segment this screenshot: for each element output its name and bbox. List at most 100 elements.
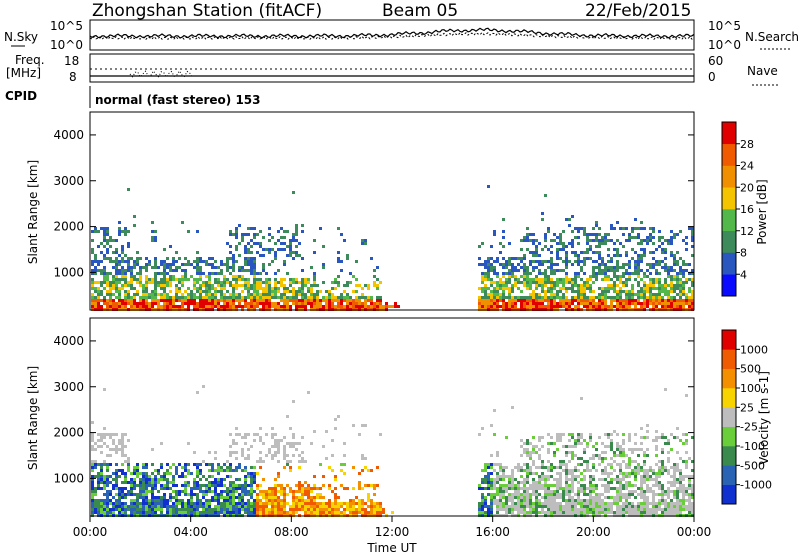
heatmap-cell bbox=[145, 296, 148, 299]
heatmap-cell bbox=[646, 430, 649, 433]
heatmap-cell bbox=[160, 496, 163, 499]
heatmap-cell bbox=[91, 469, 94, 472]
heatmap-cell bbox=[625, 302, 628, 305]
heatmap-cell bbox=[622, 478, 625, 481]
x-tick-label: 16:00 bbox=[475, 525, 510, 539]
heatmap-cell bbox=[658, 230, 661, 233]
heatmap-cell bbox=[571, 251, 574, 254]
heatmap-cell bbox=[535, 490, 538, 493]
heatmap-cell bbox=[688, 305, 691, 308]
heatmap-cell bbox=[640, 442, 643, 445]
heatmap-cell bbox=[520, 299, 523, 302]
heatmap-cell bbox=[322, 496, 325, 499]
heatmap-cell bbox=[553, 284, 556, 287]
heatmap-cell bbox=[145, 511, 148, 514]
heatmap-cell bbox=[295, 505, 298, 508]
heatmap-cell bbox=[559, 257, 562, 260]
heatmap-cell bbox=[235, 230, 238, 233]
heatmap-cell bbox=[253, 275, 256, 278]
heatmap-cell bbox=[676, 233, 679, 236]
heatmap-cell bbox=[592, 499, 595, 502]
heatmap-cell bbox=[622, 305, 625, 308]
heatmap-cell bbox=[490, 499, 493, 502]
heatmap-cell bbox=[295, 230, 298, 233]
heatmap-cell bbox=[628, 484, 631, 487]
heatmap-cell bbox=[598, 496, 601, 499]
heatmap-cell bbox=[658, 460, 661, 463]
heatmap-cell bbox=[154, 475, 157, 478]
heatmap-cell bbox=[595, 493, 598, 496]
heatmap-cell bbox=[142, 290, 145, 293]
heatmap-cell bbox=[649, 290, 652, 293]
heatmap-cell bbox=[538, 439, 541, 442]
heatmap-cell bbox=[202, 505, 205, 508]
heatmap-cell bbox=[121, 442, 124, 445]
heatmap-cell bbox=[277, 230, 280, 233]
heatmap-cell bbox=[628, 299, 631, 302]
heatmap-cell bbox=[211, 257, 214, 260]
heatmap-cell bbox=[517, 469, 520, 472]
heatmap-cell bbox=[589, 475, 592, 478]
heatmap-cell bbox=[559, 236, 562, 239]
heatmap-cell bbox=[379, 302, 382, 305]
heatmap-cell bbox=[94, 475, 97, 478]
heatmap-cell bbox=[616, 487, 619, 490]
heatmap-cell bbox=[142, 478, 145, 481]
heatmap-cell bbox=[646, 242, 649, 245]
heatmap-cell bbox=[574, 439, 577, 442]
heatmap-cell bbox=[478, 305, 481, 308]
heatmap-cell bbox=[637, 469, 640, 472]
heatmap-cell bbox=[199, 266, 202, 269]
heatmap-cell bbox=[499, 284, 502, 287]
heatmap-cell bbox=[574, 236, 577, 239]
heatmap-cell bbox=[613, 487, 616, 490]
heatmap-cell bbox=[523, 278, 526, 281]
heatmap-cell bbox=[142, 481, 145, 484]
heatmap-cell bbox=[91, 484, 94, 487]
heatmap-cell bbox=[214, 478, 217, 481]
heatmap-cell bbox=[514, 505, 517, 508]
heatmap-cell bbox=[346, 299, 349, 302]
heatmap-cell bbox=[334, 496, 337, 499]
heatmap-cell bbox=[355, 296, 358, 299]
heatmap-cell bbox=[280, 299, 283, 302]
heatmap-cell bbox=[244, 281, 247, 284]
heatmap-cell bbox=[214, 457, 217, 460]
heatmap-cell bbox=[373, 511, 376, 514]
heatmap-cell bbox=[115, 260, 118, 263]
heatmap-cell bbox=[184, 511, 187, 514]
heatmap-cell bbox=[496, 475, 499, 478]
heatmap-cell bbox=[175, 511, 178, 514]
heatmap-cell bbox=[217, 484, 220, 487]
heatmap-cell bbox=[643, 460, 646, 463]
heatmap-cell bbox=[229, 251, 232, 254]
heatmap-cell bbox=[664, 511, 667, 514]
heatmap-cell bbox=[505, 287, 508, 290]
heatmap-cell bbox=[502, 245, 505, 248]
heatmap-cell bbox=[598, 293, 601, 296]
heatmap-cell bbox=[616, 475, 619, 478]
heatmap-cell bbox=[133, 305, 136, 308]
heatmap-cell bbox=[586, 511, 589, 514]
heatmap-cell bbox=[604, 508, 607, 511]
heatmap-cell bbox=[139, 493, 142, 496]
heatmap-cell bbox=[628, 493, 631, 496]
heatmap-cell bbox=[544, 245, 547, 248]
heatmap-cell bbox=[523, 490, 526, 493]
heatmap-cell bbox=[292, 296, 295, 299]
heatmap-cell bbox=[601, 505, 604, 508]
heatmap-cell bbox=[196, 391, 199, 394]
heatmap-cell bbox=[607, 436, 610, 439]
heatmap-cell bbox=[124, 299, 127, 302]
heatmap-cell bbox=[286, 454, 289, 457]
heatmap-cell bbox=[565, 272, 568, 275]
heatmap-cell bbox=[613, 305, 616, 308]
heatmap-cell bbox=[376, 305, 379, 308]
heatmap-cell bbox=[508, 496, 511, 499]
heatmap-cell bbox=[673, 511, 676, 514]
heatmap-cell bbox=[244, 257, 247, 260]
heatmap-cell bbox=[265, 278, 268, 281]
heatmap-cell bbox=[682, 499, 685, 502]
heatmap-cell bbox=[580, 269, 583, 272]
